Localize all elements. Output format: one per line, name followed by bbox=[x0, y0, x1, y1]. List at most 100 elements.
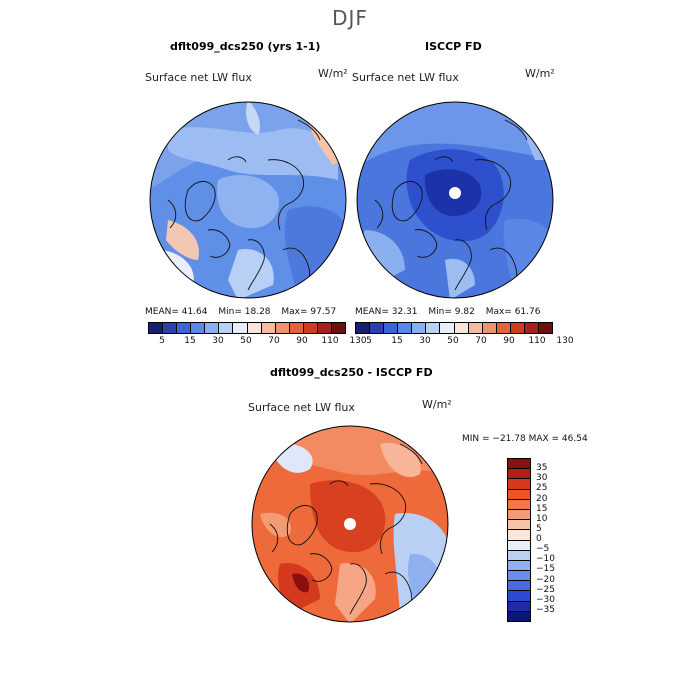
colorbar-tick-label: −30 bbox=[536, 594, 555, 605]
colorbar-tick-label: 130 bbox=[349, 336, 367, 346]
colorbar-swatch bbox=[468, 323, 483, 333]
colorbar-tick-label: 50 bbox=[240, 336, 252, 346]
colorbar-tick-label: 5 bbox=[159, 336, 165, 346]
colorbar-tick-label: −10 bbox=[536, 554, 555, 565]
panel2-min: Min= 9.82 bbox=[428, 307, 475, 317]
colorbar-tick-label: −15 bbox=[536, 564, 555, 575]
colorbar-swatch bbox=[398, 323, 413, 333]
panel2-variable-label: Surface net LW flux bbox=[352, 71, 459, 84]
colorbar-swatch bbox=[261, 323, 276, 333]
colorbar-swatch bbox=[412, 323, 427, 333]
colorbar-tick-label: 0 bbox=[536, 534, 542, 544]
colorbar-swatch bbox=[275, 323, 290, 333]
colorbar-tick-label: 110 bbox=[528, 336, 546, 346]
panel2-stats: MEAN= 32.31 Min= 9.82 Max= 61.76 bbox=[355, 307, 548, 317]
colorbar-swatch bbox=[247, 323, 262, 333]
colorbar-swatch bbox=[508, 499, 530, 510]
colorbar-swatch bbox=[508, 469, 530, 480]
panel2-mean: MEAN= 32.31 bbox=[355, 307, 418, 317]
panel1-colorbar-ticks: 5 15 30 50 70 90 110 130 bbox=[148, 336, 366, 348]
colorbar-tick-label: 5 bbox=[536, 523, 542, 534]
colorbar-swatch bbox=[508, 509, 530, 521]
colorbar-tick-label: 70 bbox=[268, 336, 280, 346]
panel1-units-label: W/m² bbox=[318, 67, 348, 80]
panel1-colorbar bbox=[148, 322, 346, 334]
colorbar-swatch bbox=[370, 323, 385, 333]
colorbar-swatch bbox=[426, 323, 441, 333]
panel1-max: Max= 97.57 bbox=[281, 307, 337, 317]
colorbar-swatch bbox=[454, 323, 469, 333]
diff-minmax: MIN = −21.78 MAX = 46.54 bbox=[462, 434, 588, 444]
panel1-polar-map bbox=[149, 101, 347, 299]
colorbar-tick-label: 15 bbox=[391, 336, 403, 346]
colorbar-swatch bbox=[508, 530, 530, 541]
colorbar-tick-label: 25 bbox=[536, 483, 548, 494]
colorbar-swatch bbox=[508, 560, 530, 572]
colorbar-swatch bbox=[384, 323, 399, 333]
colorbar-swatch bbox=[508, 591, 530, 602]
colorbar-swatch bbox=[524, 323, 540, 333]
colorbar-swatch bbox=[356, 323, 371, 333]
colorbar-tick-label: 15 bbox=[536, 503, 548, 514]
colorbar-swatch bbox=[508, 489, 530, 500]
diff-title: dflt099_dcs250 - ISCCP FD bbox=[270, 366, 433, 379]
season-title: DJF bbox=[332, 6, 368, 30]
colorbar-swatch bbox=[149, 323, 164, 333]
panel2-pole-mask bbox=[449, 187, 461, 199]
colorbar-tick-label: 110 bbox=[321, 336, 339, 346]
colorbar-swatch bbox=[508, 601, 530, 612]
colorbar-tick-label: 15 bbox=[184, 336, 196, 346]
colorbar-tick-label: 30 bbox=[419, 336, 431, 346]
colorbar-swatch bbox=[508, 550, 530, 561]
colorbar-tick-label: −20 bbox=[536, 574, 555, 585]
colorbar-swatch bbox=[508, 540, 530, 551]
colorbar-swatch bbox=[508, 479, 530, 490]
colorbar-tick-label: 90 bbox=[296, 336, 308, 346]
colorbar-swatch bbox=[233, 323, 248, 333]
diff-colorbar-ticks: 35 30 25 20 15 10 5 0 −5 −10 −15 −20 −25 −30 −35 bbox=[536, 458, 576, 620]
colorbar-tick-label: −25 bbox=[536, 584, 555, 595]
colorbar-swatch bbox=[219, 323, 234, 333]
colorbar-swatch bbox=[191, 323, 206, 333]
colorbar-swatch bbox=[496, 323, 511, 333]
colorbar-tick-label: 35 bbox=[536, 463, 548, 474]
diff-pole-mask bbox=[344, 518, 356, 530]
colorbar-swatch bbox=[163, 323, 178, 333]
colorbar-tick-label: 10 bbox=[536, 513, 548, 524]
colorbar-swatch bbox=[303, 323, 318, 333]
panel2-title: ISCCP FD bbox=[425, 40, 482, 53]
panel2-colorbar bbox=[355, 322, 553, 334]
colorbar-swatch bbox=[508, 520, 530, 531]
colorbar-swatch bbox=[508, 581, 530, 592]
colorbar-swatch bbox=[289, 323, 304, 333]
colorbar-swatch bbox=[510, 323, 525, 333]
diff-units-label: W/m² bbox=[422, 398, 452, 411]
colorbar-swatch bbox=[482, 323, 497, 333]
colorbar-tick-label: 5 bbox=[366, 336, 372, 346]
colorbar-swatch bbox=[539, 323, 553, 333]
panel1-min: Min= 18.28 bbox=[218, 307, 271, 317]
panel1-mean: MEAN= 41.64 bbox=[145, 307, 208, 317]
colorbar-tick-label: 90 bbox=[503, 336, 515, 346]
colorbar-swatch bbox=[508, 459, 530, 470]
diff-polar-map bbox=[251, 425, 449, 623]
panel1-variable-label: Surface net LW flux bbox=[145, 71, 252, 84]
colorbar-swatch bbox=[440, 323, 455, 333]
diff-colorbar bbox=[507, 458, 531, 622]
colorbar-tick-label: −5 bbox=[536, 544, 550, 555]
colorbar-tick-label: 50 bbox=[447, 336, 459, 346]
colorbar-tick-label: −35 bbox=[536, 604, 555, 615]
panel2-units-label: W/m² bbox=[525, 67, 555, 80]
colorbar-swatch bbox=[317, 323, 333, 333]
colorbar-swatch bbox=[508, 571, 530, 582]
colorbar-swatch bbox=[508, 611, 530, 621]
panel2-polar-map bbox=[356, 101, 554, 299]
panel1-stats: MEAN= 41.64 Min= 18.28 Max= 97.57 bbox=[145, 307, 344, 317]
colorbar-swatch bbox=[332, 323, 346, 333]
colorbar-swatch bbox=[177, 323, 192, 333]
diff-variable-label: Surface net LW flux bbox=[248, 401, 355, 414]
panel2-colorbar-ticks: 5 15 30 50 70 90 110 130 bbox=[355, 336, 573, 348]
colorbar-tick-label: 130 bbox=[556, 336, 574, 346]
panel1-title: dflt099_dcs250 (yrs 1-1) bbox=[170, 40, 321, 53]
colorbar-tick-label: 30 bbox=[536, 473, 548, 484]
